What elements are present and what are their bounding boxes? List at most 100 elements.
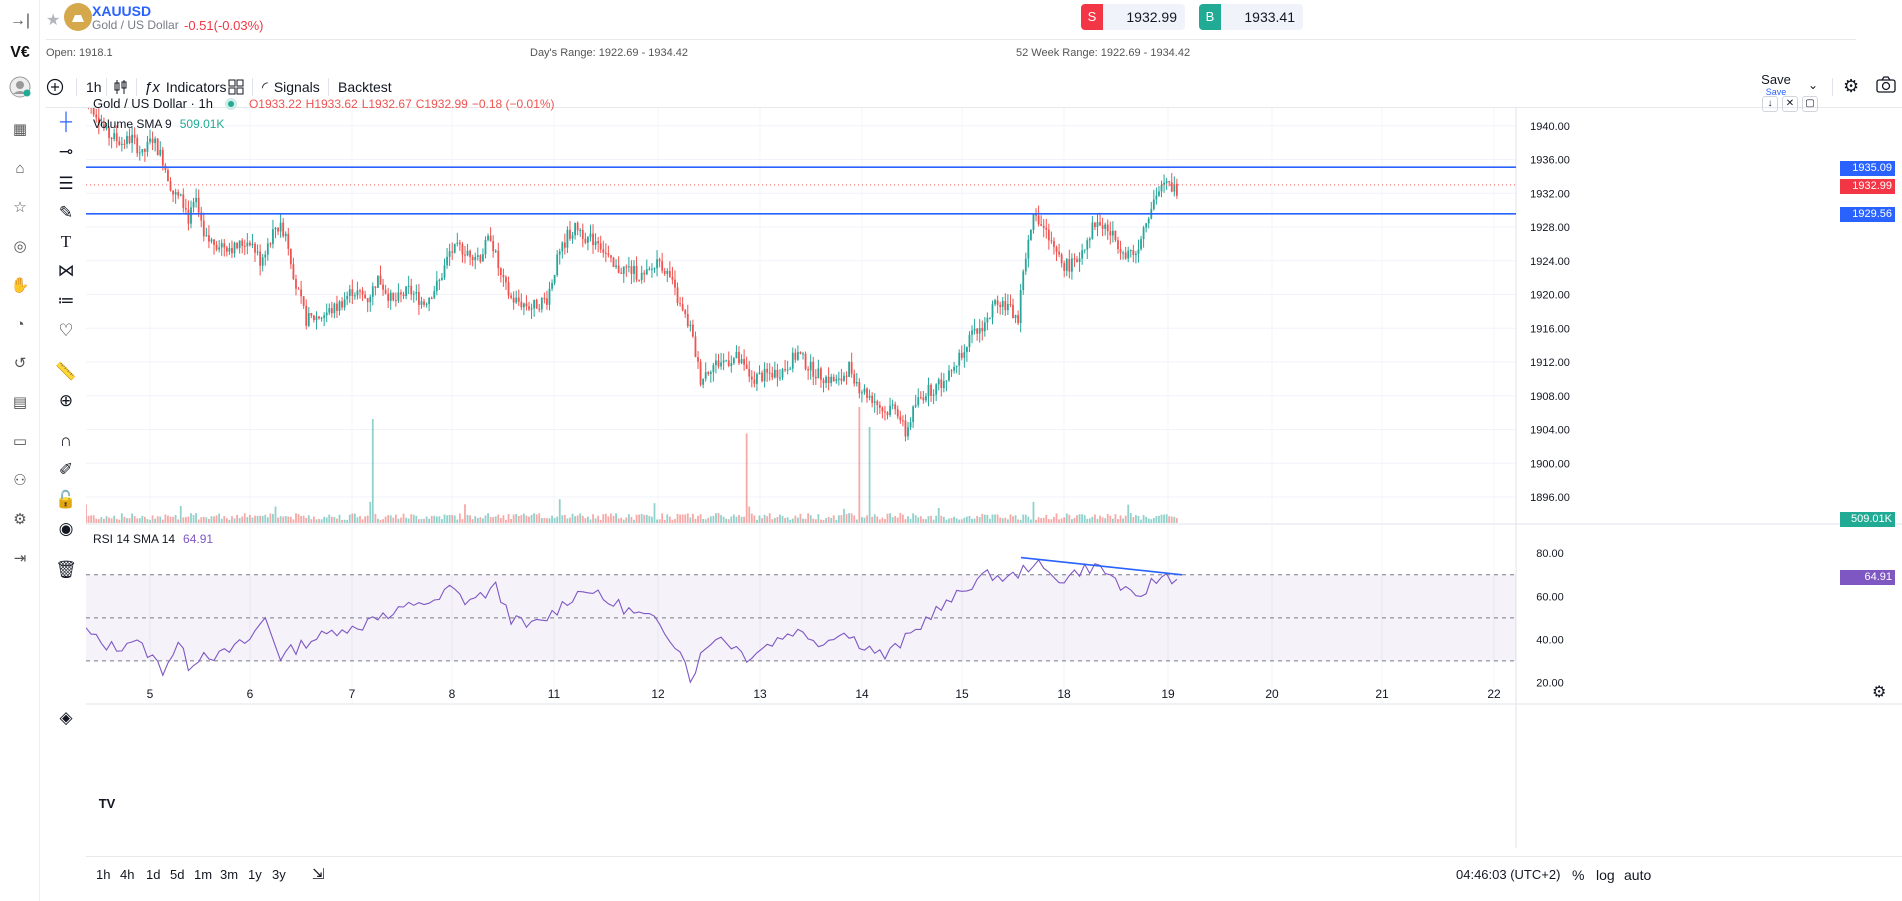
volume-bar <box>220 518 223 523</box>
fib-icon[interactable]: ≔ <box>57 291 75 310</box>
price-chart[interactable]: 1944.001940.001936.001932.001928.001924.… <box>85 87 1902 848</box>
volume-bar <box>474 516 477 523</box>
range-button-5d[interactable]: 5d <box>170 867 185 882</box>
layers-icon[interactable]: ◈ <box>59 708 73 727</box>
settings-icon[interactable]: ⚙ <box>13 511 27 528</box>
dashboard-icon[interactable]: ▦ <box>12 121 28 138</box>
candle-body <box>991 304 994 318</box>
candle-body <box>266 243 269 255</box>
pattern-icon[interactable]: ⋈ <box>57 261 75 280</box>
range-button-3y[interactable]: 3y <box>272 867 286 882</box>
candle-body <box>704 372 707 379</box>
volume-bar <box>971 518 973 523</box>
volume-bar <box>791 518 794 523</box>
trend-line-icon[interactable]: ⊸ <box>58 142 74 161</box>
add-symbol-button[interactable] <box>46 74 64 100</box>
zoom-in-icon[interactable]: ⊕ <box>58 391 74 410</box>
log-toggle[interactable]: log <box>1596 867 1615 883</box>
candle-body <box>766 368 769 373</box>
candle-body <box>781 369 784 378</box>
candle-body <box>469 250 472 257</box>
ruler-icon[interactable]: 📏 <box>55 362 77 381</box>
account-icon[interactable]: ◎ <box>13 238 27 255</box>
backtest-button[interactable]: Backtest <box>338 74 392 100</box>
horizontal-lines-icon[interactable]: ☰ <box>58 174 74 193</box>
brush-icon[interactable]: ✎ <box>58 203 74 222</box>
ticker[interactable]: XAUUSD <box>92 3 152 19</box>
save-button[interactable]: Save Save <box>1746 72 1806 102</box>
volume-bar <box>295 513 297 523</box>
volume-bar <box>1022 514 1025 523</box>
range-button-1m[interactable]: 1m <box>194 867 213 882</box>
percent-toggle[interactable]: % <box>1572 867 1585 883</box>
chevron-down-icon[interactable]: ⌄ <box>1808 78 1819 92</box>
candle-body <box>932 394 935 396</box>
candle-body <box>945 380 948 382</box>
magnet-icon[interactable]: ∩ <box>59 431 73 450</box>
candle-body <box>789 368 792 370</box>
volume-bar <box>1030 519 1032 523</box>
buy-price: 1933.41 <box>1244 9 1295 25</box>
crosshair-icon[interactable]: ┼ <box>59 112 73 131</box>
auto-toggle[interactable]: auto <box>1624 867 1652 883</box>
wallet-icon[interactable]: ▭ <box>12 433 28 450</box>
text-icon[interactable]: T <box>60 232 72 251</box>
chart-type-button[interactable] <box>112 74 130 100</box>
arrow-down-icon[interactable]: ↓ <box>1762 96 1778 112</box>
star-icon[interactable]: ☆ <box>13 199 27 216</box>
lock-drawing-icon[interactable]: ✐ <box>58 460 74 479</box>
candle-body <box>1122 252 1125 254</box>
chart-area[interactable]: 1944.001940.001936.001932.001928.001924.… <box>85 87 1902 848</box>
signals-button[interactable]: ◜ Signals <box>262 74 320 100</box>
trash-icon[interactable]: 🗑 <box>55 560 77 579</box>
range-button-1h[interactable]: 1h <box>96 867 111 882</box>
volume-bar <box>604 513 607 523</box>
volume-bar <box>571 513 574 523</box>
candle-body <box>533 299 536 309</box>
indicators-button[interactable]: ƒx Indicators <box>144 74 227 100</box>
bank-icon[interactable]: ⌂ <box>15 159 25 177</box>
history-icon[interactable]: ↺ <box>13 355 27 372</box>
volume-bar <box>195 513 198 523</box>
volume-bar <box>891 517 894 523</box>
volume-bar <box>205 517 208 523</box>
candle-body <box>274 227 277 230</box>
candle-body <box>976 328 979 334</box>
heart-icon[interactable]: ♡ <box>58 321 74 340</box>
range-button-3m[interactable]: 3m <box>220 867 239 882</box>
interval-button[interactable]: 1h <box>86 74 102 100</box>
volume-bar <box>738 515 740 523</box>
eye-icon[interactable]: ◉ <box>58 519 74 538</box>
lock-icon[interactable]: 🔓 <box>55 490 77 509</box>
maximize-icon[interactable]: ▢ <box>1802 96 1818 112</box>
expand-icon[interactable]: →| <box>9 12 31 29</box>
price-tick-label: 1912.00 <box>1530 357 1570 369</box>
collapse-icon[interactable]: ✕ <box>1782 96 1798 112</box>
volume-bar <box>225 518 228 523</box>
payment-icon[interactable]: ✋ <box>10 277 30 294</box>
logout-icon[interactable]: ⇥ <box>13 550 27 567</box>
range-button-1y[interactable]: 1y <box>248 867 262 882</box>
range-button-1d[interactable]: 1d <box>146 867 161 882</box>
buy-button[interactable]: B 1933.41 <box>1199 4 1303 30</box>
candle-body <box>118 141 121 145</box>
sell-button[interactable]: S 1932.99 <box>1081 4 1185 30</box>
favorite-star-icon[interactable]: ★ <box>46 12 61 29</box>
pie-chart-icon[interactable]: ◔ <box>15 315 25 333</box>
range-button-4h[interactable]: 4h <box>120 867 135 882</box>
gear-icon[interactable]: ⚙ <box>1843 76 1860 96</box>
volume-bar <box>1073 517 1076 523</box>
document-icon[interactable]: ▤ <box>12 394 28 411</box>
volume-bar <box>996 514 999 523</box>
price-tick-label: 1904.00 <box>1530 425 1570 437</box>
avatar[interactable] <box>9 76 31 98</box>
templates-button[interactable] <box>228 74 244 100</box>
candle-body <box>136 137 139 154</box>
candle-body <box>323 315 326 318</box>
user-icon[interactable]: ⚇ <box>13 472 27 489</box>
volume-bar <box>766 516 769 523</box>
axis-settings-icon[interactable]: ⚙ <box>1872 684 1887 701</box>
volume-bar <box>743 516 746 523</box>
camera-icon[interactable] <box>1876 76 1896 99</box>
goto-date-icon[interactable]: ⇲ <box>312 866 325 883</box>
